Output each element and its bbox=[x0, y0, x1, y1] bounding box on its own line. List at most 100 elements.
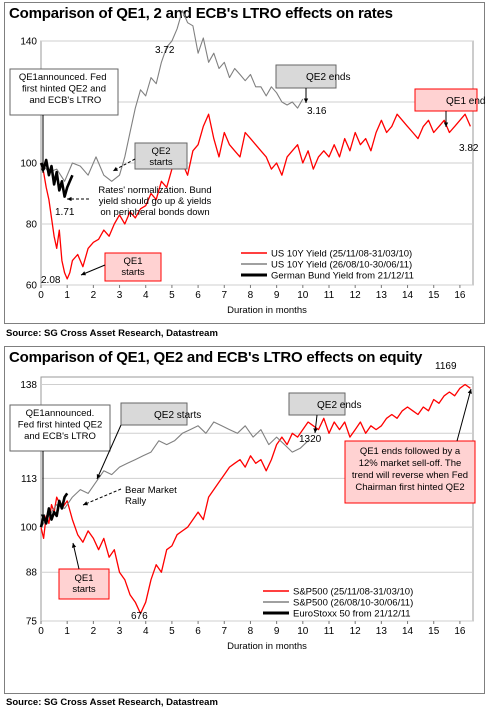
y-tick-label: 100 bbox=[20, 523, 37, 534]
annotation-text: QE1 starts bbox=[121, 256, 144, 278]
x-tick-label: 13 bbox=[376, 626, 388, 637]
x-tick-label: 16 bbox=[454, 290, 466, 301]
value-label: 1169 bbox=[435, 361, 457, 372]
callout-box bbox=[104, 252, 162, 282]
annotation-text: Bear Market Rally bbox=[125, 485, 177, 507]
x-tick-label: 1 bbox=[64, 626, 70, 637]
arrow-head bbox=[83, 501, 88, 506]
value-label: QE1 ends bbox=[446, 96, 486, 107]
x-tick-label: 2 bbox=[91, 290, 97, 301]
value-label: QE2 ends bbox=[306, 72, 350, 83]
legend-label: US 10Y Yield (26/08/10-30/06/11) bbox=[271, 260, 412, 271]
annotation-text: Rates' normalization. Bund yield should g… bbox=[98, 185, 211, 218]
legend-label: S&P500 (26/08/10-30/06/11) bbox=[293, 598, 413, 609]
x-tick-label: 4 bbox=[143, 290, 149, 301]
x-tick-label: 10 bbox=[297, 626, 309, 637]
x-tick-label: 12 bbox=[350, 290, 362, 301]
y-tick-label: 140 bbox=[20, 37, 37, 48]
x-tick-label: 14 bbox=[402, 626, 414, 637]
x-tick-label: 14 bbox=[402, 290, 414, 301]
x-tick-label: 12 bbox=[350, 626, 362, 637]
arrow-head bbox=[467, 389, 472, 394]
series-line bbox=[40, 421, 309, 528]
x-tick-label: 6 bbox=[195, 626, 201, 637]
source-note: Source: SG Cross Asset Research, Datastr… bbox=[6, 328, 218, 339]
value-label: QE2 starts bbox=[154, 410, 201, 421]
series-line bbox=[40, 383, 471, 615]
x-axis-label: Duration in months bbox=[227, 305, 307, 316]
annotation-text: QE1announced. Fed first hinted QE2 and ECB… bbox=[18, 408, 102, 442]
x-tick-label: 5 bbox=[169, 290, 175, 301]
value-label: 3.82 bbox=[459, 143, 479, 154]
x-tick-label: 5 bbox=[169, 626, 175, 637]
value-label: 676 bbox=[131, 611, 148, 622]
x-tick-label: 7 bbox=[221, 626, 227, 637]
equity-chart-svg: 7588100113125138012345678910111213141516… bbox=[9, 361, 476, 652]
y-tick-label: 88 bbox=[26, 568, 38, 579]
y-tick-label: 80 bbox=[26, 220, 38, 231]
x-tick-label: 15 bbox=[428, 626, 440, 637]
x-tick-label: 6 bbox=[195, 290, 201, 301]
equity-chart-panel: Comparison of QE1, QE2 and ECB's LTRO ef… bbox=[4, 346, 485, 694]
x-tick-label: 9 bbox=[274, 290, 280, 301]
x-tick-label: 3 bbox=[117, 290, 123, 301]
value-label: 3.72 bbox=[155, 45, 175, 56]
callout-box bbox=[120, 402, 188, 426]
legend-label: German Bund Yield from 21/12/11 bbox=[271, 271, 414, 282]
source-note: Source: SG Cross Asset Research, Datastr… bbox=[6, 697, 218, 708]
arrow-head bbox=[96, 474, 101, 479]
series-line bbox=[40, 113, 471, 280]
x-tick-label: 11 bbox=[324, 626, 335, 637]
callout-arrow bbox=[82, 488, 122, 506]
legend-label: S&P500 (25/11/08-31/03/10) bbox=[293, 587, 413, 598]
x-tick-label: 4 bbox=[143, 626, 149, 637]
x-tick-label: 0 bbox=[38, 626, 44, 637]
chart-title: Comparison of QE1, QE2 and ECB's LTRO ef… bbox=[9, 349, 423, 366]
series-line bbox=[40, 9, 304, 182]
x-tick-label: 8 bbox=[248, 626, 254, 637]
x-tick-label: 10 bbox=[297, 290, 309, 301]
y-tick-label: 75 bbox=[26, 617, 38, 628]
annotation-text: QE1 starts bbox=[72, 573, 95, 595]
value-label: 2.08 bbox=[41, 275, 61, 286]
x-tick-label: 1 bbox=[64, 290, 70, 301]
callout-arrow bbox=[456, 388, 472, 442]
series-line bbox=[39, 158, 74, 198]
x-tick-label: 8 bbox=[248, 290, 254, 301]
x-tick-label: 13 bbox=[376, 290, 388, 301]
x-tick-label: 3 bbox=[117, 626, 123, 637]
arrow-head bbox=[40, 514, 46, 519]
callout-box bbox=[58, 568, 110, 600]
callout-box bbox=[9, 404, 111, 452]
annotation-text: QE1 ends followed by a 12% market sell-of… bbox=[352, 446, 468, 493]
y-tick-label: 113 bbox=[21, 474, 37, 485]
arrow-head bbox=[113, 166, 118, 171]
value-label: QE2 ends bbox=[317, 400, 361, 411]
x-tick-label: 9 bbox=[274, 626, 280, 637]
y-tick-label: 60 bbox=[26, 281, 38, 292]
x-axis-label: Duration in months bbox=[227, 641, 307, 652]
chart-title: Comparison of QE1, 2 and ECB's LTRO effe… bbox=[9, 5, 393, 22]
arrow-head bbox=[313, 428, 318, 433]
value-label: 1320 bbox=[299, 434, 322, 445]
y-tick-label: 138 bbox=[20, 380, 37, 391]
callout-box bbox=[9, 68, 119, 116]
rates-chart-panel: Comparison of QE1, 2 and ECB's LTRO effe… bbox=[4, 2, 486, 324]
x-tick-label: 16 bbox=[454, 626, 466, 637]
x-tick-label: 15 bbox=[428, 290, 440, 301]
arrow-head bbox=[303, 98, 309, 103]
arrow-head bbox=[67, 196, 72, 202]
value-label: 1.71 bbox=[55, 207, 75, 218]
series-line bbox=[39, 492, 69, 528]
x-tick-label: 2 bbox=[91, 626, 97, 637]
x-tick-label: 7 bbox=[221, 290, 227, 301]
legend-label: EuroStoxx 50 from 21/12/11 bbox=[293, 609, 411, 620]
callout-box bbox=[134, 142, 188, 170]
y-tick-label: 100 bbox=[20, 159, 37, 170]
x-tick-label: 0 bbox=[38, 290, 44, 301]
arrow-head bbox=[443, 122, 449, 127]
arrow-head bbox=[40, 168, 46, 173]
x-tick-label: 11 bbox=[324, 290, 335, 301]
legend-label: US 10Y Yield (25/11/08-31/03/10) bbox=[271, 249, 412, 260]
callout-box bbox=[344, 440, 476, 504]
